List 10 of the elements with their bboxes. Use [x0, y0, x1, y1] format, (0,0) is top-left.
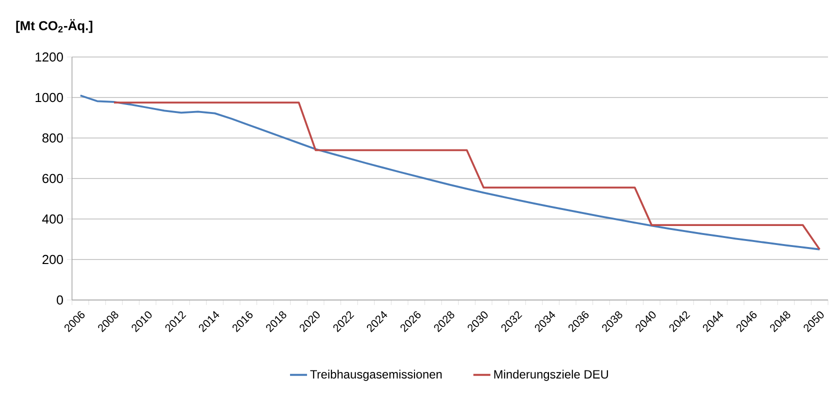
- legend-label: Treibhausgasemissionen: [310, 370, 442, 381]
- y-tick-label: 1200: [36, 52, 63, 62]
- y-tick-label: 1000: [36, 92, 63, 102]
- y-axis-title: [Mt CO$_{2}$-Äq.]: [16, 19, 92, 33]
- y-tick-label: 400: [42, 214, 63, 224]
- y-tick-label: 200: [42, 254, 63, 264]
- y-tick-label: 0: [56, 295, 63, 305]
- y-tick-label: 800: [42, 133, 63, 143]
- legend-label: Minderungsziele DEU: [494, 370, 608, 381]
- y-tick-label: 600: [42, 174, 63, 184]
